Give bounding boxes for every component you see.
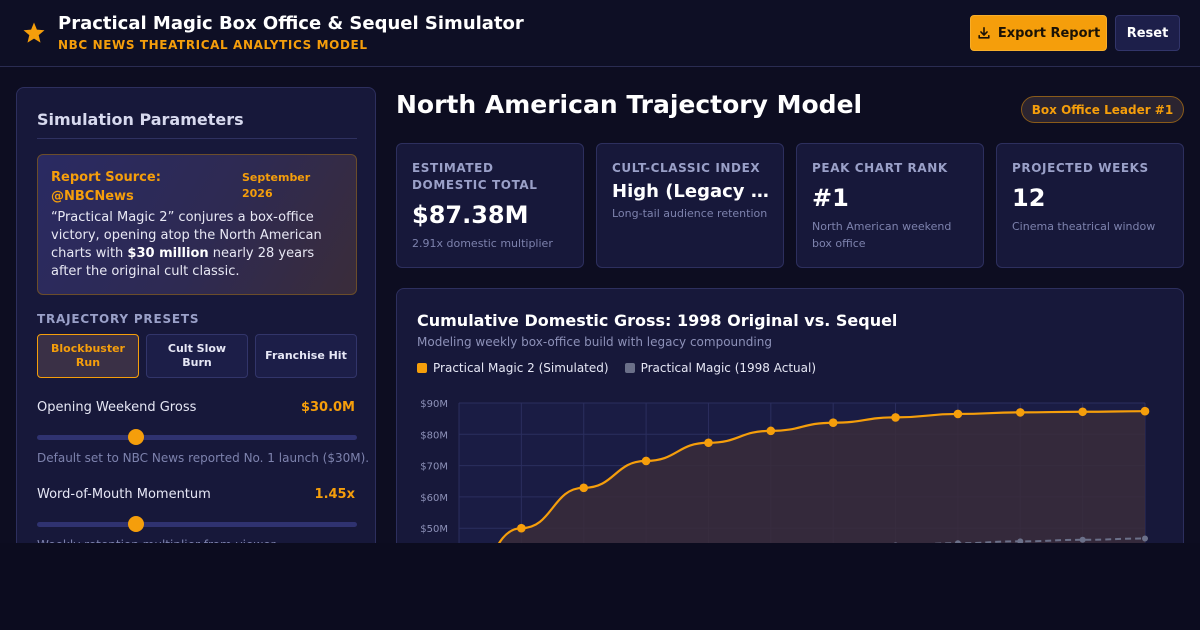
app-title: Practical Magic Box Office & Sequel Simu… <box>58 13 524 34</box>
y-tick-label: $50M <box>420 524 448 535</box>
quote-text-end: nearly 28 years after the original cult … <box>51 246 315 279</box>
opening-weekend-slider[interactable] <box>37 429 357 445</box>
y-tick-label: $90M <box>420 399 448 410</box>
chart-legend: Practical Magic 2 (Simulated) Practical … <box>417 361 816 375</box>
legend-item-sequel[interactable]: Practical Magic 2 (Simulated) <box>417 361 609 375</box>
legend-swatch-original <box>624 363 635 373</box>
panel-divider <box>37 138 357 139</box>
export-report-label: Export Report <box>997 25 1101 41</box>
kpi-value: $87.38M <box>412 201 529 229</box>
kpi-label: PROJECTED WEEKS <box>1012 161 1149 175</box>
word-of-mouth-slider-thumb[interactable] <box>128 516 145 532</box>
legend-label-sequel: Practical Magic 2 (Simulated) <box>433 361 609 375</box>
sequel-data-point <box>704 438 713 448</box>
report-source-card: Report Source: @NBCNews September 2026 “… <box>37 154 357 295</box>
word-of-mouth-label: Word-of-Mouth Momentum <box>37 487 211 502</box>
sequel-data-point <box>1015 408 1025 417</box>
box-office-leader-badge: Box Office Leader #1 <box>1021 96 1184 123</box>
viewport-bottom-band <box>0 543 1200 630</box>
kpi-label: PEAK CHART RANK <box>812 161 948 175</box>
legend-swatch-sequel <box>417 363 427 373</box>
opening-weekend-label: Opening Weekend Gross <box>37 400 197 415</box>
word-of-mouth-value: 1.45x <box>314 487 355 502</box>
opening-weekend-slider-thumb[interactable] <box>128 429 145 445</box>
original-data-point <box>1142 535 1148 542</box>
panel-title: Simulation Parameters <box>37 110 244 129</box>
sequel-data-point <box>517 523 526 533</box>
chart-title: Cumulative Domestic Gross: 1998 Original… <box>417 311 898 330</box>
kpi-value: 12 <box>1012 184 1046 212</box>
sequel-data-point <box>641 456 651 466</box>
kpi-value: #1 <box>812 184 849 212</box>
kpi-peak-chart-rank: PEAK CHART RANK #1 North American weeken… <box>796 143 984 268</box>
kpi-domestic-total: ESTIMATED DOMESTIC TOTAL $87.38M 2.91x d… <box>396 143 584 268</box>
source-label: Report Source: @NBCNews <box>51 170 161 204</box>
original-data-point <box>1079 536 1086 543</box>
source-quote: “Practical Magic 2” conjures a box-offic… <box>51 209 346 281</box>
kpi-projected-weeks: PROJECTED WEEKS 12 Cinema theatrical win… <box>996 143 1184 268</box>
y-tick-label: $70M <box>420 462 448 473</box>
preset-franchise-hit[interactable]: Franchise Hit <box>255 334 357 378</box>
kpi-label: ESTIMATED DOMESTIC TOTAL <box>412 161 538 192</box>
sequel-data-point <box>1078 407 1087 417</box>
kpi-cult-classic-index: CULT-CLASSIC INDEX High (Legacy Boost) L… <box>596 143 784 268</box>
y-tick-label: $60M <box>420 493 448 504</box>
legend-label-original: Practical Magic (1998 Actual) <box>640 361 817 375</box>
kpi-note: Long-tail audience retention <box>612 207 768 220</box>
preset-blockbuster-run[interactable]: Blockbuster Run <box>37 334 139 378</box>
presets-label: TRAJECTORY PRESETS <box>37 312 200 326</box>
legend-item-original[interactable]: Practical Magic (1998 Actual) <box>624 361 817 375</box>
kpi-note: Cinema theatrical window <box>1012 220 1156 233</box>
sequel-data-point <box>828 418 838 428</box>
kpi-label: CULT-CLASSIC INDEX <box>612 161 761 175</box>
original-data-point <box>1017 538 1024 545</box>
kpi-value: High (Legacy Boost) <box>612 181 772 202</box>
download-icon <box>978 26 990 39</box>
simulation-parameters-panel: Simulation Parameters Report Source: @NB… <box>16 87 376 557</box>
main-title: North American Trajectory Model <box>396 90 863 119</box>
sequel-data-point <box>766 426 776 436</box>
kpi-note: 2.91x domestic multiplier <box>412 237 553 250</box>
sequel-data-point <box>1140 406 1150 416</box>
kpi-note: North American weekend box office <box>812 220 952 250</box>
opening-weekend-value: $30.0M <box>300 400 355 415</box>
sequel-data-point <box>953 409 963 419</box>
sequel-data-point <box>579 483 589 493</box>
chart-subtitle: Modeling weekly box-office build with le… <box>417 335 772 349</box>
quote-highlight: $30 million <box>127 246 209 261</box>
preset-cult-slow-burn[interactable]: Cult Slow Burn <box>146 334 248 378</box>
reset-button[interactable]: Reset <box>1115 15 1180 51</box>
word-of-mouth-slider[interactable] <box>37 516 357 532</box>
quote-text-start: “Practical Magic 2” conjures a box-offic… <box>51 210 322 261</box>
export-report-button[interactable]: Export Report <box>970 15 1107 51</box>
star-icon <box>23 22 45 43</box>
source-date: September 2026 <box>242 171 311 200</box>
sequel-data-point <box>891 413 900 422</box>
app-header: Practical Magic Box Office & Sequel Simu… <box>0 0 1200 67</box>
app-subtitle: NBC NEWS THEATRICAL ANALYTICS MODEL <box>58 38 368 52</box>
opening-weekend-help: Default set to NBC News reported No. 1 l… <box>37 451 370 465</box>
y-tick-label: $80M <box>420 430 448 441</box>
